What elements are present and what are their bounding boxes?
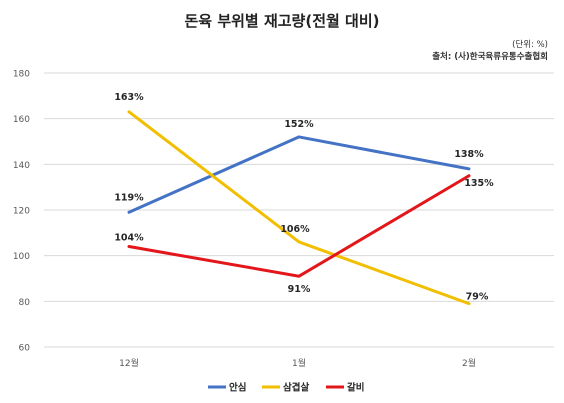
x-tick-label: 12월 [119, 357, 139, 369]
y-tick-label: 180 [13, 70, 30, 80]
data-label: 79% [466, 292, 489, 303]
legend-label: 갈비 [347, 382, 364, 394]
y-axis: 60 80 100 120 140 160 180 [13, 70, 30, 354]
series-line [127, 174, 471, 278]
data-label: 135% [464, 178, 494, 189]
data-label: 91% [288, 284, 311, 295]
data-label: 152% [284, 119, 314, 130]
legend: 안심 삼겹살 갈비 [208, 382, 364, 394]
series-line [127, 135, 471, 214]
data-label: 106% [280, 224, 310, 235]
y-tick-label: 100 [13, 252, 30, 262]
y-tick-label: 160 [13, 115, 30, 125]
data-label: 138% [454, 149, 484, 160]
data-label: 119% [114, 192, 144, 203]
x-axis: 12월 1월 2월 [119, 357, 476, 369]
unit-note: (단위: %) [512, 39, 548, 50]
y-tick-label: 140 [13, 161, 30, 171]
source-note: 출처: (사)한국육류유통수출협회 [432, 51, 548, 62]
legend-label: 안심 [229, 382, 246, 394]
legend-label: 삼겹살 [283, 382, 309, 394]
series-layer [127, 110, 471, 306]
y-tick-label: 60 [19, 344, 31, 354]
x-tick-label: 2월 [462, 357, 476, 369]
data-label: 163% [114, 92, 144, 103]
y-tick-label: 80 [19, 298, 31, 308]
grid-lines [44, 72, 554, 348]
data-label: 104% [114, 233, 144, 244]
chart-title: 돈육 부위별 재고량(전월 대비) [185, 12, 380, 30]
x-tick-label: 1월 [292, 357, 306, 369]
series-line [127, 110, 471, 306]
y-tick-label: 120 [13, 207, 30, 217]
data-labels: 119% 152% 138% 163% 106% 79% 104% 91% 135% [114, 92, 494, 303]
